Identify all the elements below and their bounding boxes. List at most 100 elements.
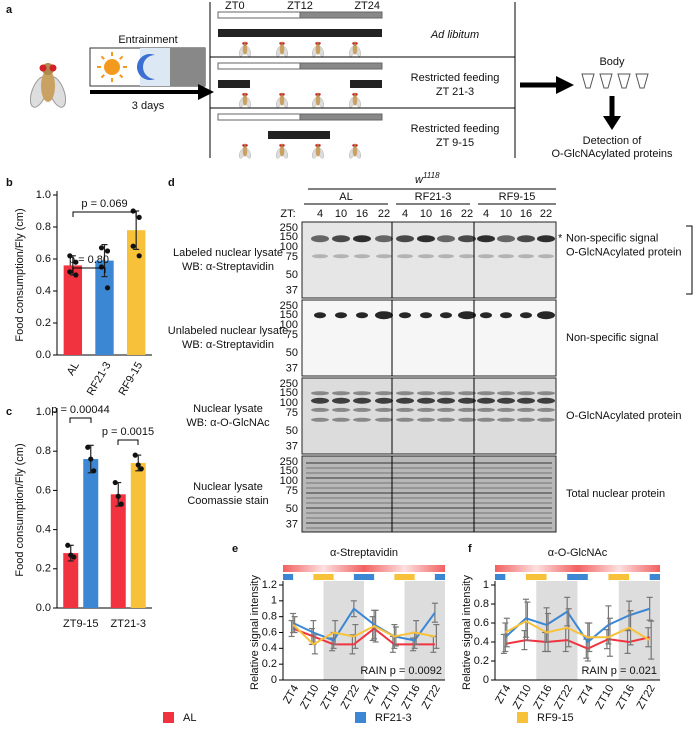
light-bar — [217, 113, 301, 121]
y-tick-label: 0 — [271, 674, 277, 686]
band — [477, 397, 495, 404]
label: O-GlcNAcylated proteins — [551, 148, 673, 160]
y-tick-label: 0.6 — [36, 484, 51, 496]
band — [417, 407, 435, 412]
band — [332, 391, 350, 396]
fly — [239, 41, 251, 57]
y-tick-label: 0.4 — [36, 285, 51, 297]
label: Body — [599, 56, 625, 68]
fly-eye — [315, 42, 318, 45]
band — [500, 312, 512, 319]
bracket — [686, 225, 693, 295]
feeding-bar — [283, 574, 294, 580]
band — [437, 235, 455, 243]
arrowhead — [556, 76, 574, 94]
x-tick-label: ZT10 — [593, 683, 616, 711]
y-tick-label: 0.2 — [262, 658, 277, 670]
stain-band — [306, 472, 552, 474]
x-tick-label: ZT4 — [493, 683, 513, 706]
marker-label: 150 — [280, 465, 298, 477]
data-point — [71, 554, 77, 560]
condition: Restricted feeding — [411, 72, 500, 84]
light-dark-bar — [283, 565, 445, 572]
band — [311, 417, 329, 422]
marker-label: 50 — [286, 347, 298, 359]
group-label: AL — [339, 191, 352, 203]
band — [417, 397, 435, 404]
lane-label: 10 — [420, 208, 432, 220]
marker-label: 37 — [286, 284, 298, 296]
y-axis-label: Food consumption/Fly (cm) — [14, 208, 26, 341]
chart-title: α-Streptavidin — [330, 547, 398, 559]
marker-label: 250 — [280, 456, 298, 468]
fly — [349, 143, 361, 159]
blot-target: O-GlcNAcylated protein — [566, 247, 682, 259]
band — [537, 235, 555, 243]
marker-label: 100 — [280, 241, 298, 253]
condition: Ad libitum — [430, 29, 479, 41]
band — [353, 235, 371, 243]
y-tick-label: 1.2 — [262, 579, 277, 591]
data-point — [118, 501, 124, 507]
data-point — [115, 493, 121, 499]
y-axis-label: Relative signal intensity — [249, 575, 261, 690]
blot-target: O-GlcNAcylated protein — [566, 410, 682, 422]
fly-eye — [315, 144, 318, 147]
fly-eye — [242, 144, 245, 147]
y-tick-label: 0.8 — [36, 221, 51, 233]
lane-label: 16 — [520, 208, 532, 220]
band — [397, 254, 413, 259]
band — [332, 397, 350, 404]
band — [497, 407, 515, 412]
marker-label: 250 — [280, 222, 298, 234]
band — [459, 254, 475, 259]
fly-body — [352, 44, 358, 55]
data-point — [67, 253, 73, 259]
fly-body — [41, 70, 55, 102]
panel-letter: a — [6, 4, 13, 16]
dark-bar — [299, 11, 383, 19]
band — [458, 397, 476, 404]
band — [437, 417, 455, 422]
band — [537, 311, 555, 320]
sun-ray — [100, 55, 105, 60]
blot-label: Nuclear lysate — [193, 481, 263, 493]
y-tick-label: 0.8 — [474, 598, 489, 610]
band — [311, 235, 329, 243]
zt-label: ZT24 — [354, 0, 380, 12]
fly — [276, 41, 288, 57]
x-tick-label: AL — [65, 360, 82, 378]
feeding-bar — [218, 29, 382, 37]
marker-label: 75 — [286, 407, 298, 419]
blot-target: Total nuclear protein — [566, 488, 665, 500]
error-bar — [291, 616, 298, 634]
y-tick-label: 0.4 — [474, 636, 489, 648]
fly — [29, 63, 67, 108]
sig-bracket — [72, 211, 137, 217]
band — [437, 391, 455, 396]
y-tick-label: 0.0 — [36, 349, 51, 361]
blot — [301, 377, 557, 455]
arrowhead — [603, 116, 621, 130]
fly-body — [315, 44, 321, 55]
band — [477, 391, 495, 396]
band — [420, 312, 432, 319]
x-tick-label: ZT4 — [576, 683, 596, 706]
stain-band — [306, 517, 552, 519]
band — [332, 417, 350, 422]
fly-eye — [245, 93, 248, 96]
fly — [276, 143, 288, 159]
fly — [312, 41, 324, 57]
band — [458, 417, 476, 422]
band — [458, 235, 476, 243]
fly-eye — [352, 42, 355, 45]
p-value: p = 0.069 — [81, 198, 127, 210]
band — [517, 417, 535, 422]
x-tick-label: RF9-15 — [117, 360, 146, 398]
stain-band — [306, 477, 552, 479]
band — [517, 407, 535, 412]
band — [517, 235, 535, 243]
stain-band — [306, 522, 552, 524]
band — [437, 407, 455, 412]
data-point — [132, 452, 138, 458]
